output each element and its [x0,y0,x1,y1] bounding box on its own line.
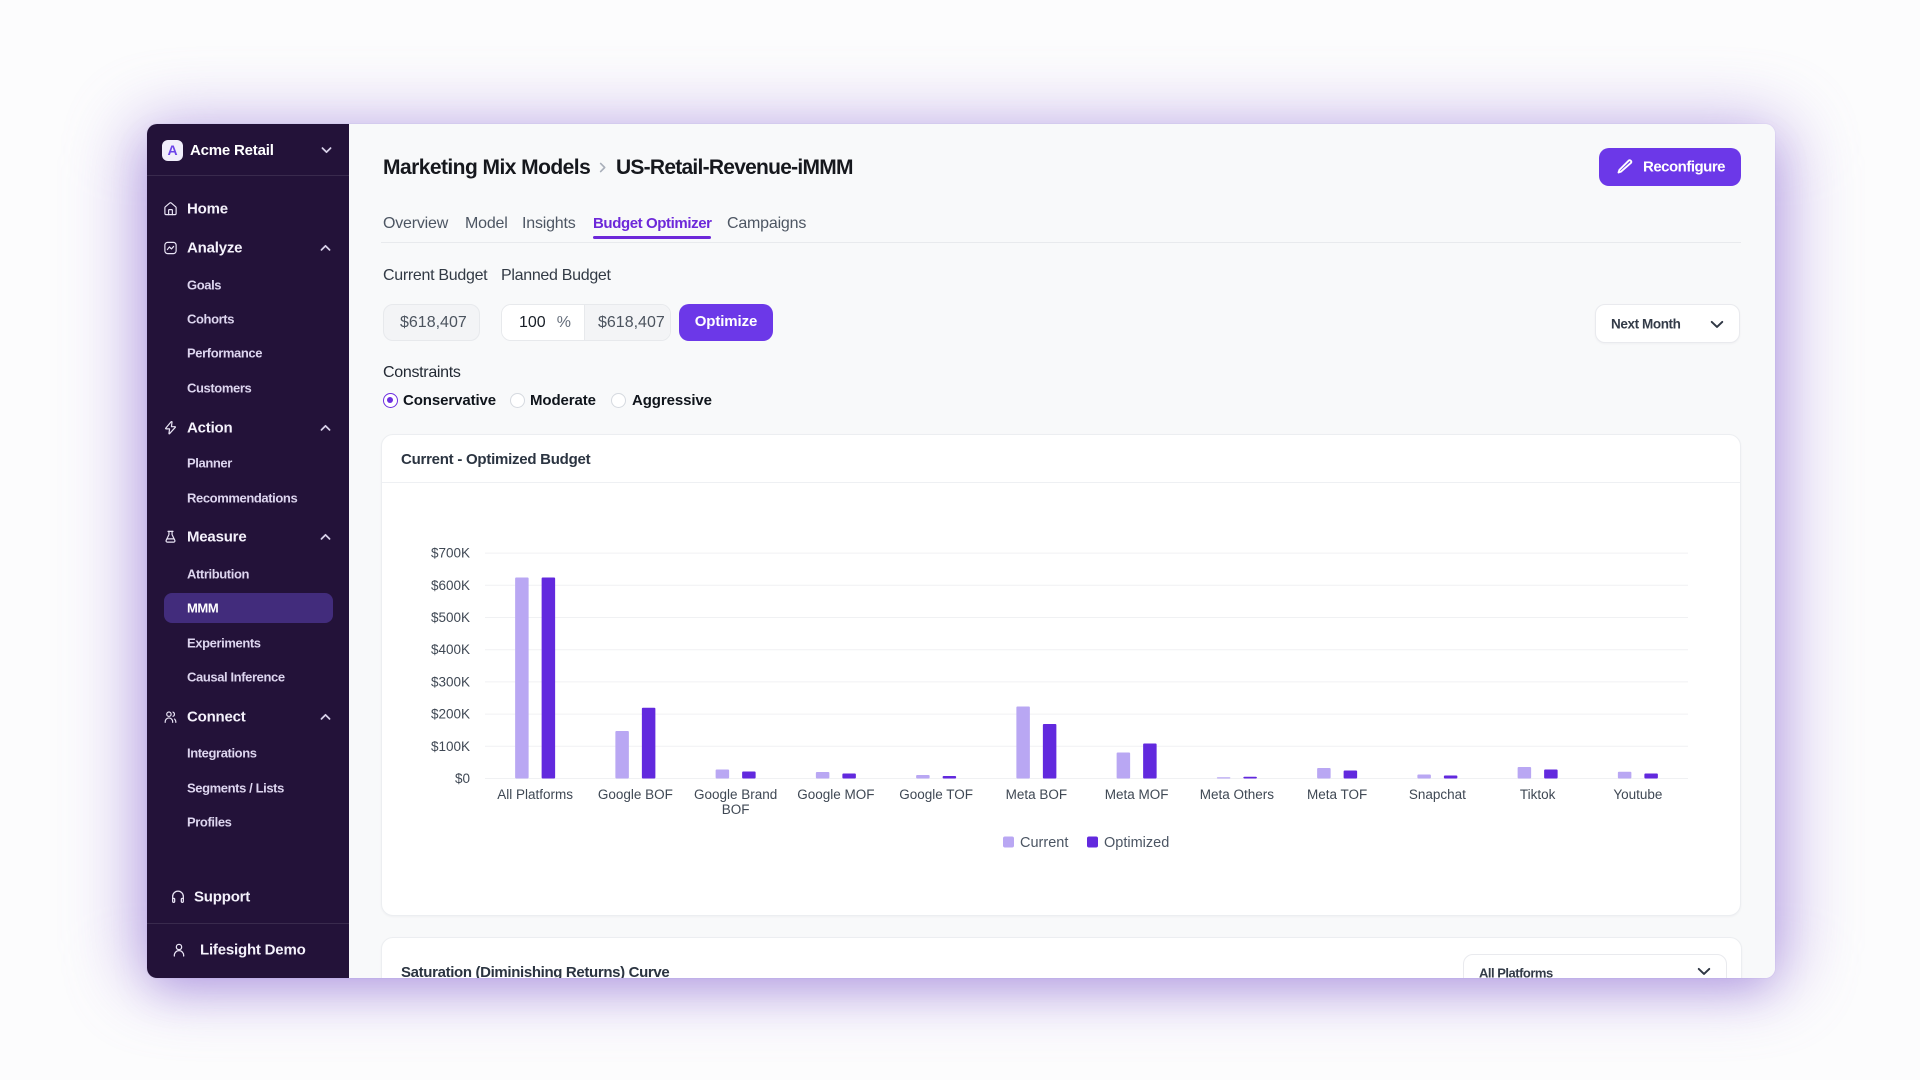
svg-text:Meta Others: Meta Others [1200,787,1275,802]
svg-text:Google Brand: Google Brand [694,787,777,802]
svg-text:Current: Current [1020,835,1068,851]
svg-text:$600K: $600K [431,578,470,593]
svg-text:$700K: $700K [431,546,470,561]
svg-text:Google TOF: Google TOF [899,787,973,802]
svg-text:$100K: $100K [431,739,470,754]
svg-text:BOF: BOF [722,802,750,817]
svg-text:Optimized: Optimized [1104,835,1169,851]
svg-text:Meta TOF: Meta TOF [1307,787,1367,802]
svg-text:$500K: $500K [431,610,470,625]
svg-text:Google BOF: Google BOF [598,787,673,802]
svg-text:Meta BOF: Meta BOF [1006,787,1068,802]
svg-text:$0: $0 [455,771,470,786]
svg-text:Meta MOF: Meta MOF [1105,787,1169,802]
svg-text:$200K: $200K [431,707,470,722]
svg-text:Snapchat: Snapchat [1409,787,1466,802]
svg-text:Youtube: Youtube [1613,787,1662,802]
svg-text:All Platforms: All Platforms [497,787,573,802]
svg-text:$300K: $300K [431,674,470,689]
svg-text:Tiktok: Tiktok [1520,787,1556,802]
svg-text:$400K: $400K [431,642,470,657]
svg-text:Google MOF: Google MOF [797,787,874,802]
